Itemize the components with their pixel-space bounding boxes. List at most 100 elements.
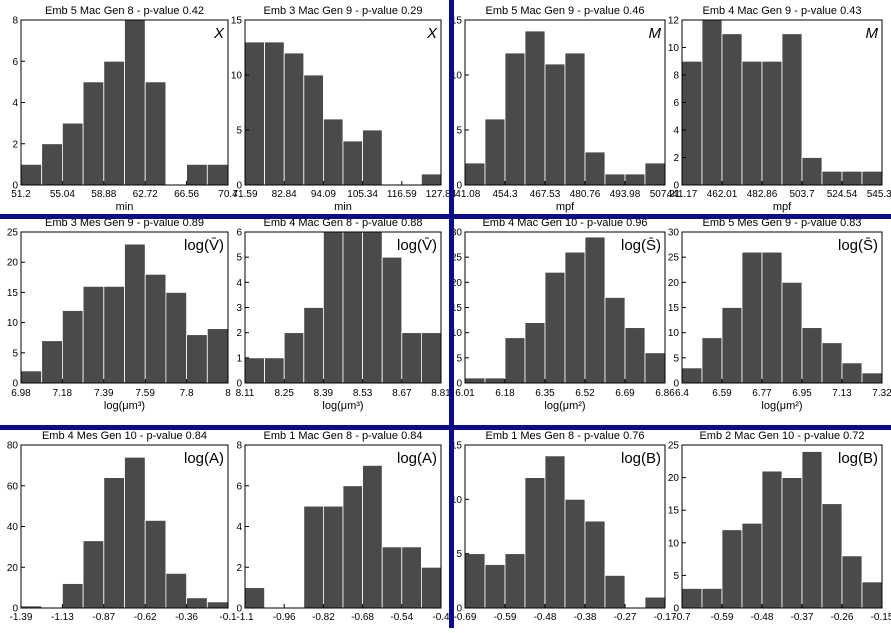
histogram-bar <box>245 588 265 608</box>
x-tick-label: -0.69 <box>454 612 477 623</box>
histogram-bar <box>323 232 343 383</box>
y-tick-label: 5 <box>456 126 462 137</box>
y-tick-label: 6 <box>236 481 242 492</box>
y-tick-label: 60 <box>7 481 19 492</box>
x-tick-label: -0.38 <box>574 612 597 623</box>
x-tick-label: 6.18 <box>495 388 515 399</box>
x-tick-label: -0.54 <box>390 612 413 623</box>
panel-title: Emb 5 Mac Gen 8 - p-value 0.42 <box>45 5 204 17</box>
histogram-bar <box>42 341 63 383</box>
x-tick-label: -0.68 <box>351 612 374 623</box>
histogram-bar <box>742 523 762 608</box>
x-tick-label: 7.32 <box>872 388 891 399</box>
x-tick-label: -0.87 <box>92 612 115 623</box>
histogram-bar <box>145 520 166 608</box>
histogram-bar <box>782 34 802 185</box>
panel-title: Emb 1 Mes Gen 8 - p-value 0.76 <box>486 430 645 442</box>
histogram-bar <box>104 478 125 608</box>
y-tick-label: 6 <box>12 57 18 68</box>
histogram-bar <box>42 144 63 185</box>
y-tick-label: 2 <box>236 563 242 574</box>
histogram-bar <box>802 452 822 608</box>
x-tick-label: 6.01 <box>455 388 475 399</box>
x-tick-label: 105.34 <box>347 189 378 200</box>
x-tick-label: 441.08 <box>450 189 481 200</box>
y-tick-label: 2 <box>236 328 242 339</box>
panel-title: Emb 4 Mac Gen 9 - p-value 0.43 <box>703 5 862 17</box>
histogram-bar <box>421 333 441 383</box>
x-tick-label: -0.59 <box>711 612 734 623</box>
x-tick-label: 6.4 <box>675 388 689 399</box>
histogram-bar <box>762 252 782 383</box>
histogram-bar <box>565 53 585 185</box>
histogram-bar <box>265 42 285 185</box>
histogram-bar <box>605 174 625 185</box>
y-tick-label: 6 <box>673 98 679 109</box>
histogram-bar <box>525 31 545 185</box>
histogram-bar <box>722 34 742 185</box>
variable-label: log(V̄) <box>184 237 224 254</box>
panel-title: Emb 5 Mac Gen 9 - p-value 0.46 <box>486 5 645 17</box>
x-tick-label: 6.52 <box>575 388 595 399</box>
y-tick-label: 10 <box>668 43 680 54</box>
x-tick-label: -0.15 <box>871 612 891 623</box>
y-tick-label: 5 <box>236 253 242 264</box>
variable-label: M <box>649 25 662 42</box>
column-separator <box>449 0 454 628</box>
panel-title: Emb 1 Mac Gen 8 - p-value 0.84 <box>264 430 423 442</box>
x-tick-label: 55.04 <box>50 189 75 200</box>
x-tick-label: -0.59 <box>494 612 517 623</box>
histogram-bar <box>605 575 625 608</box>
histogram-bar <box>585 237 605 383</box>
histogram-bar <box>21 164 42 185</box>
histogram-panel-2: 05101571.59 82.84 94.09 105.34 116.59 127.84m… <box>231 5 457 213</box>
y-tick-label: 10 <box>231 71 243 82</box>
x-tick-label: 82.84 <box>272 189 297 200</box>
histogram-bar <box>762 61 782 185</box>
x-tick-label: 66.56 <box>174 189 199 200</box>
panel-title: Emb 2 Mac Gen 10 - p-value 0.72 <box>699 430 864 442</box>
histogram-bar <box>605 297 625 383</box>
histogram-bar <box>382 257 402 383</box>
histogram-bar <box>343 232 363 383</box>
histogram-bar <box>402 547 422 608</box>
histogram-bar <box>485 565 505 608</box>
x-tick-label: -0.36 <box>175 612 198 623</box>
x-tick-label: 7.18 <box>53 388 73 399</box>
histogram-bar <box>145 274 166 383</box>
histogram-bar <box>565 499 585 608</box>
x-axis-label: log(μm³) <box>104 400 145 412</box>
histogram-bar <box>402 333 422 383</box>
y-tick-label: 3 <box>236 303 242 314</box>
variable-label: log(B) <box>838 450 878 467</box>
y-tick-label: 25 <box>7 228 19 239</box>
histogram-bar <box>187 598 208 608</box>
histogram-bar <box>742 61 762 185</box>
histogram-bar <box>343 486 363 608</box>
variable-label: M <box>866 25 879 42</box>
x-tick-label: 441.17 <box>667 189 698 200</box>
y-tick-label: 4 <box>236 278 242 289</box>
x-tick-label: -0.62 <box>134 612 157 623</box>
y-tick-label: 15 <box>7 288 19 299</box>
x-tick-label: -0.82 <box>312 612 335 623</box>
y-tick-label: 25 <box>668 253 680 264</box>
histogram-bar <box>525 323 545 383</box>
histogram-bar <box>505 53 525 185</box>
y-tick-label: 20 <box>7 258 19 269</box>
variable-label: X <box>426 25 438 42</box>
y-tick-label: 5 <box>673 571 679 582</box>
histogram-bar <box>722 530 742 608</box>
histogram-bar <box>645 597 665 608</box>
histogram-bar <box>802 158 822 186</box>
y-tick-label: 4 <box>236 522 242 533</box>
y-tick-label: 10 <box>7 318 19 329</box>
x-tick-label: -0.37 <box>791 612 814 623</box>
histogram-bar <box>742 252 762 383</box>
x-axis-label: log(μm²) <box>544 400 585 412</box>
histogram-bar <box>62 123 83 185</box>
y-tick-label: 20 <box>668 278 680 289</box>
histogram-bar <box>166 292 187 383</box>
y-tick-label: 5 <box>456 549 462 560</box>
